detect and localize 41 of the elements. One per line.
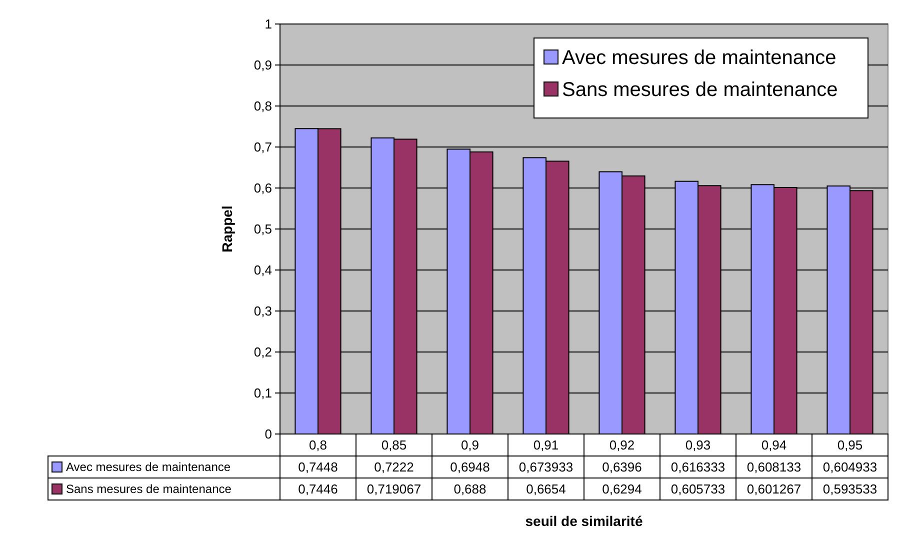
x-tick-label: 0,94 — [761, 438, 787, 453]
y-tick-label: 0,1 — [254, 386, 272, 401]
x-axis-title: seuil de similarité — [525, 513, 643, 529]
data-label: 0,605733 — [670, 482, 726, 497]
x-tick-label: 0,9 — [460, 438, 480, 453]
data-label: 0,616333 — [670, 460, 726, 475]
text: Sans mesures de maintenance — [66, 482, 232, 496]
data-label: 0,673933 — [518, 460, 574, 475]
y-tick-label: 0,7 — [254, 140, 272, 155]
x-tick-label: 0,91 — [533, 438, 559, 453]
text: Avec mesures de maintenance — [66, 460, 231, 474]
data-label: 0,593533 — [822, 482, 878, 497]
x-tick-label: 0,95 — [837, 438, 863, 453]
data-label: 0,719067 — [366, 482, 422, 497]
x-tick-label: 0,93 — [685, 438, 711, 453]
y-tick-label: 0,8 — [254, 98, 272, 114]
y-tick-label: 0,3 — [254, 304, 272, 319]
x-tick-label: 0,8 — [308, 438, 328, 453]
y-tick-label: 0,9 — [254, 58, 272, 73]
legend-label: Avec mesures de maintenance — [562, 47, 836, 69]
x-tick-label: 0,92 — [609, 438, 635, 453]
y-tick-label: 0,6 — [254, 180, 272, 196]
data-label: 0,7222 — [374, 460, 414, 475]
data-label: 0,6396 — [602, 460, 642, 475]
legend-label: Sans mesures de maintenance — [562, 79, 838, 101]
data-label: 0,7446 — [298, 482, 338, 497]
y-tick-label: 0,2 — [254, 344, 272, 360]
y-tick-label: 0,5 — [254, 222, 272, 237]
data-label: 0,7448 — [298, 460, 338, 475]
data-label: 0,604933 — [822, 460, 878, 475]
data-label: 0,601267 — [746, 482, 802, 497]
data-label: 0,688 — [454, 482, 486, 497]
data-label: 0,6294 — [602, 482, 642, 497]
y-axis-title: Rappel — [219, 206, 235, 252]
data-label: 0,6654 — [526, 482, 566, 497]
y-tick-label: 0,4 — [254, 262, 272, 278]
data-label: 0,6948 — [450, 460, 490, 475]
y-tick-label: 0 — [264, 426, 272, 442]
y-tick-label: 1 — [264, 16, 272, 32]
x-tick-label: 0,85 — [381, 438, 407, 453]
data-label: 0,608133 — [746, 460, 802, 475]
